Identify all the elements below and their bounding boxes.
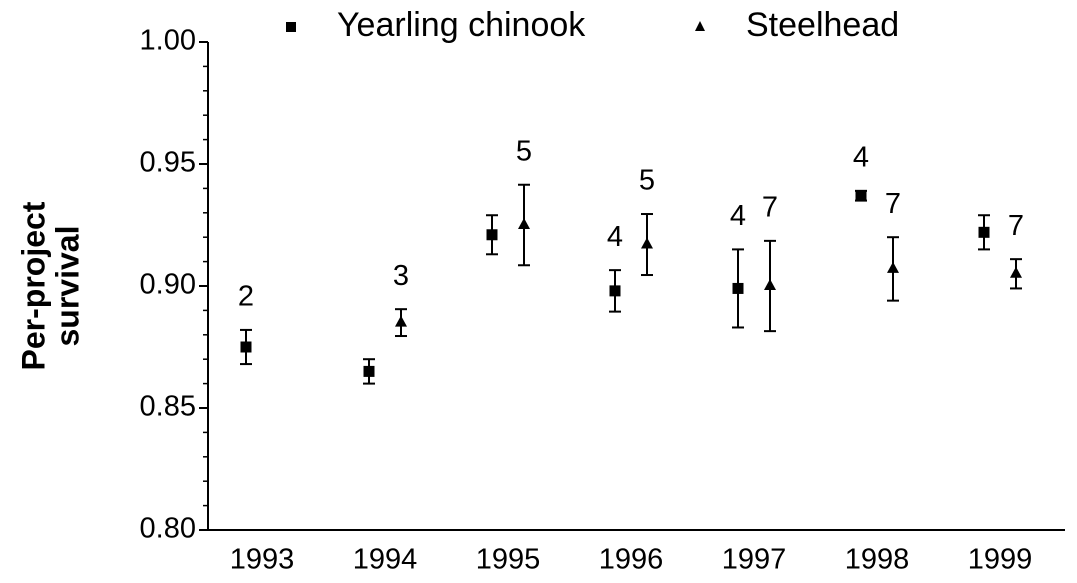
y-tick-label: 0.90	[140, 269, 196, 301]
point	[518, 218, 530, 229]
x-tick-label: 1994	[353, 544, 418, 576]
y-tick-label: 0.95	[140, 147, 196, 179]
point	[1010, 266, 1022, 278]
count-label: 4	[607, 221, 623, 253]
x-tick-label: 1996	[599, 544, 664, 576]
y-tick-label: 0.80	[140, 513, 196, 545]
count-label: 4	[730, 200, 746, 232]
x-tick-label: 1998	[845, 544, 910, 576]
point	[240, 341, 252, 353]
legend-label: Steelhead	[746, 6, 899, 44]
y-axis-label: survival	[49, 226, 85, 347]
legend-marker	[286, 22, 296, 32]
count-label: 7	[1008, 210, 1024, 242]
count-label: 7	[885, 188, 901, 220]
count-label: 5	[639, 165, 655, 197]
point	[486, 229, 498, 241]
point	[395, 315, 407, 327]
point	[764, 279, 776, 290]
count-label: 7	[762, 192, 778, 224]
y-tick-label: 1.00	[140, 25, 196, 57]
legend-marker	[695, 21, 705, 31]
point	[609, 285, 621, 297]
point	[363, 365, 375, 377]
count-label: 4	[853, 141, 869, 173]
x-tick-label: 1999	[968, 544, 1033, 576]
count-label: 2	[238, 281, 254, 313]
count-label: 3	[393, 260, 409, 292]
legend-label: Yearling chinook	[337, 6, 586, 44]
point	[855, 190, 867, 202]
x-tick-label: 1993	[230, 544, 295, 576]
x-tick-label: 1997	[722, 544, 787, 576]
x-tick-label: 1995	[476, 544, 541, 576]
point	[978, 226, 990, 238]
point	[887, 261, 899, 273]
count-label: 5	[516, 135, 532, 167]
y-axis-label: Per-project	[15, 201, 51, 370]
point	[732, 282, 744, 294]
point	[641, 237, 653, 249]
y-tick-label: 0.85	[140, 391, 196, 423]
